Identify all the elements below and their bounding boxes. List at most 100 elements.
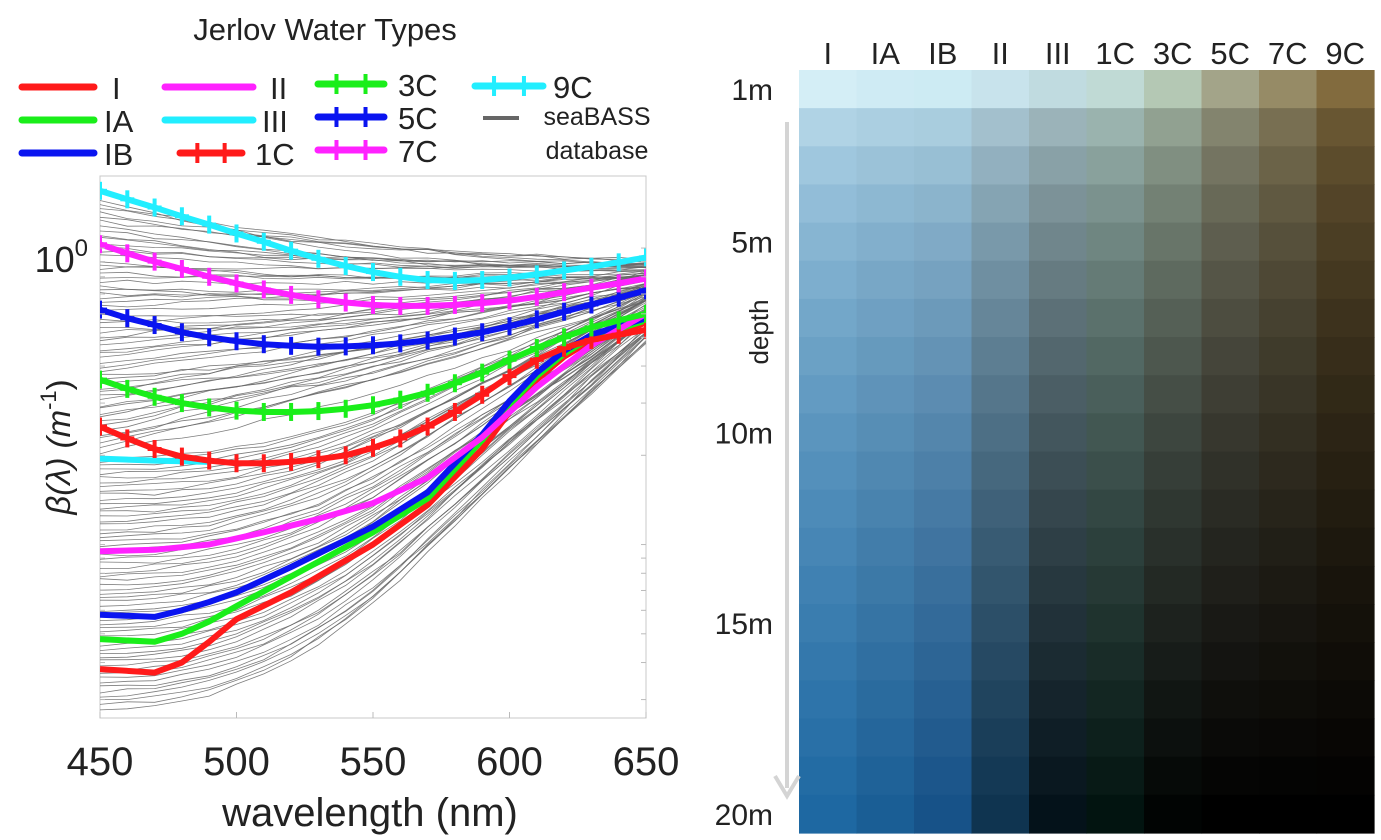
column-label: I bbox=[823, 36, 832, 71]
heatmap-cell bbox=[1259, 108, 1318, 147]
seabass-line bbox=[100, 315, 646, 591]
heatmap-cell bbox=[1144, 527, 1203, 567]
legend-item-ia: IA bbox=[18, 104, 134, 139]
heatmap-cell bbox=[1086, 413, 1145, 453]
seabass-line bbox=[100, 333, 646, 671]
heatmap-cell bbox=[1316, 413, 1375, 453]
chart-title: Jerlov Water Types bbox=[193, 12, 457, 47]
seabass-line bbox=[100, 286, 646, 353]
heatmap-cell bbox=[799, 337, 858, 376]
heatmap-cell bbox=[1201, 375, 1260, 414]
heatmap-cell bbox=[1259, 260, 1318, 300]
heatmap-cell bbox=[1029, 337, 1088, 376]
heatmap-cell bbox=[971, 260, 1030, 300]
heatmap-cell bbox=[1201, 604, 1260, 643]
heatmap-cell bbox=[1029, 718, 1088, 758]
seabass-line bbox=[100, 284, 646, 437]
series-1c bbox=[100, 320, 646, 473]
legend-item-3c: 3C bbox=[314, 68, 438, 103]
heatmap-cell bbox=[1086, 222, 1145, 262]
seabass-line bbox=[100, 340, 646, 698]
heatmap-cell bbox=[1086, 146, 1145, 186]
heatmap-cell bbox=[1029, 375, 1088, 414]
heatmap-cell bbox=[1259, 680, 1318, 720]
heatmap-cell bbox=[856, 794, 915, 834]
legend-label: I bbox=[112, 71, 121, 106]
heatmap-cell bbox=[1316, 337, 1375, 376]
heatmap-cell bbox=[971, 375, 1030, 414]
heatmap-cell bbox=[1144, 489, 1203, 529]
heatmap-cell bbox=[1201, 642, 1260, 681]
heatmap-cell bbox=[1029, 184, 1088, 224]
heatmap-cell bbox=[1316, 718, 1375, 758]
legend-label: IA bbox=[104, 104, 134, 139]
heatmap-cell bbox=[1086, 298, 1145, 338]
seabass-line bbox=[100, 293, 646, 438]
heatmap-cell bbox=[1259, 527, 1318, 567]
column-label: 7C bbox=[1268, 36, 1308, 71]
heatmap-cell bbox=[1086, 565, 1145, 605]
heatmap-cell bbox=[1029, 413, 1088, 453]
seabass-line bbox=[100, 316, 646, 586]
heatmap-cell bbox=[856, 451, 915, 491]
seabass-line bbox=[100, 317, 646, 628]
heatmap-cell bbox=[914, 146, 973, 186]
heatmap-cell bbox=[1201, 413, 1260, 453]
heatmap-cell bbox=[856, 604, 915, 643]
heatmap-cell bbox=[1316, 565, 1375, 605]
heatmap-cell bbox=[856, 298, 915, 338]
legend-item-iii: III bbox=[161, 104, 288, 139]
heatmap-cell bbox=[856, 184, 915, 224]
heatmap-cell bbox=[971, 70, 1030, 109]
heatmap-cell bbox=[799, 604, 858, 643]
heatmap-cell bbox=[971, 527, 1030, 567]
heatmap-cell bbox=[1086, 794, 1145, 834]
heatmap-cell bbox=[1259, 375, 1318, 414]
x-tick-label: 450 bbox=[67, 740, 134, 784]
column-label: 1C bbox=[1095, 36, 1135, 71]
legend-item-seabass: seaBASS database bbox=[483, 103, 651, 165]
legend-label: IB bbox=[104, 137, 133, 172]
x-tick-label: 550 bbox=[340, 740, 407, 784]
column-label: 5C bbox=[1210, 36, 1250, 71]
heatmap-column-labels: I IA IB II III 1C 3C 5C 7C 9C bbox=[823, 36, 1365, 71]
heatmap-cell bbox=[914, 604, 973, 643]
heatmap-cell bbox=[1201, 260, 1260, 300]
series-lines bbox=[100, 181, 646, 676]
series-iii bbox=[100, 455, 210, 465]
heatmap-cell bbox=[1316, 70, 1375, 109]
heatmap-cell bbox=[799, 260, 858, 300]
seabass-line bbox=[100, 331, 646, 642]
heatmap-cell bbox=[1086, 756, 1145, 796]
heatmap-cell bbox=[1316, 260, 1375, 300]
heatmap-cell bbox=[856, 565, 915, 605]
seabass-line bbox=[100, 277, 646, 369]
heatmap-cell bbox=[1316, 604, 1375, 643]
legend-item-9c: 9C bbox=[471, 70, 593, 105]
heatmap-cell bbox=[799, 70, 858, 109]
heatmap-cell bbox=[1029, 298, 1088, 338]
seabass-line bbox=[100, 288, 646, 373]
heatmap-cell bbox=[1144, 642, 1203, 681]
heatmap-cell bbox=[1144, 794, 1203, 834]
heatmap-cell bbox=[1144, 222, 1203, 262]
heatmap-cell bbox=[971, 565, 1030, 605]
seabass-line bbox=[100, 297, 646, 455]
heatmap-cell bbox=[1144, 70, 1203, 109]
seabass-line bbox=[100, 311, 646, 601]
legend-item-i: I bbox=[18, 71, 121, 106]
seabass-line bbox=[100, 200, 646, 268]
heatmap-cell bbox=[1144, 184, 1203, 224]
heatmap-cell bbox=[1259, 794, 1318, 834]
heatmap-cell bbox=[1029, 680, 1088, 720]
legend-item-5c: 5C bbox=[314, 101, 438, 136]
legend-label: 3C bbox=[398, 68, 438, 103]
heatmap-cell bbox=[1316, 375, 1375, 414]
heatmap-cell bbox=[1201, 489, 1260, 529]
heatmap-cell bbox=[1259, 489, 1318, 529]
heatmap-cell bbox=[971, 642, 1030, 681]
heatmap-cell bbox=[1201, 70, 1260, 109]
heatmap-cell bbox=[856, 108, 915, 147]
